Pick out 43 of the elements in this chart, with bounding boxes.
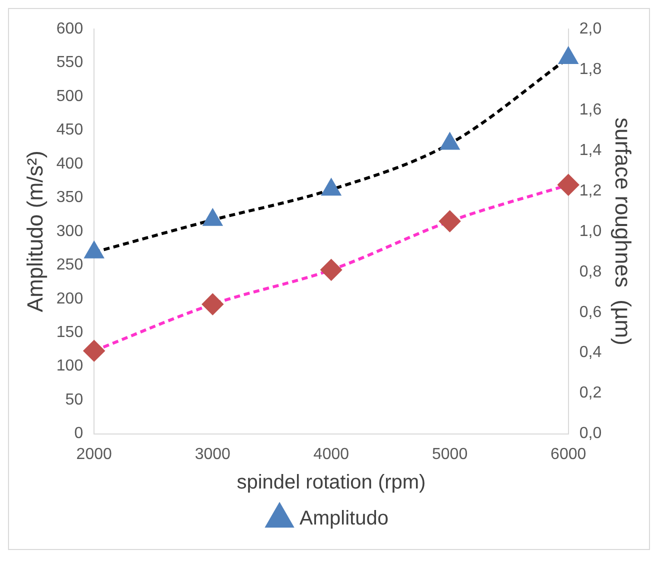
y-tick-label: 400 bbox=[56, 155, 84, 172]
point bbox=[440, 133, 460, 150]
y-tick-label: 500 bbox=[56, 88, 84, 105]
y2-tick-label: 1,0 bbox=[579, 222, 602, 240]
y-tick-label: 550 bbox=[56, 54, 84, 72]
y2-tick-label: 1,6 bbox=[579, 101, 602, 118]
y2-tick-label: 0,8 bbox=[579, 263, 602, 280]
y2-tick-label: 0,4 bbox=[579, 344, 602, 362]
y2-tick-label: 0,6 bbox=[579, 304, 602, 321]
point bbox=[202, 294, 224, 315]
y2-tick-label: 2,0 bbox=[579, 20, 602, 38]
point bbox=[203, 209, 222, 226]
x-tick-label: 3000 bbox=[194, 446, 231, 463]
x-tick-label: 6000 bbox=[550, 446, 586, 463]
y-tick-label: 450 bbox=[56, 122, 84, 139]
y-tick-label: 150 bbox=[56, 324, 84, 342]
y2-tick-label: 1,4 bbox=[579, 142, 602, 159]
y2-tick-label: 0,0 bbox=[579, 425, 602, 442]
y2-axis-title: surface roughnes (µm) bbox=[610, 117, 636, 346]
point bbox=[558, 174, 579, 196]
x-tick-label: 2000 bbox=[76, 446, 112, 463]
y-tick-label: 200 bbox=[56, 290, 84, 308]
y-axis-title: Amplitudo (m/s²) bbox=[22, 150, 48, 312]
legend-label: Amplitudo bbox=[300, 508, 388, 530]
y-tick-label: 50 bbox=[65, 391, 84, 408]
point bbox=[84, 242, 104, 258]
y-tick-label: 0 bbox=[74, 425, 84, 442]
point bbox=[84, 340, 105, 362]
point bbox=[322, 179, 341, 196]
point bbox=[559, 48, 578, 64]
point bbox=[439, 210, 460, 232]
y2-tick-label: 0,2 bbox=[579, 384, 602, 402]
x-axis-title: spindel rotation (rpm) bbox=[236, 472, 426, 494]
y-tick-label: 250 bbox=[56, 256, 84, 274]
point bbox=[320, 259, 342, 280]
y-tick-label: 300 bbox=[56, 222, 84, 240]
y-tick-label: 350 bbox=[56, 189, 84, 206]
y-tick-label: 100 bbox=[56, 358, 84, 375]
y2-tick-label: 1,2 bbox=[579, 182, 602, 200]
x-tick-label: 5000 bbox=[432, 446, 468, 463]
x-tick-label: 4000 bbox=[313, 446, 350, 463]
y2-tick-label: 1,8 bbox=[579, 60, 602, 78]
y-tick-label: 600 bbox=[56, 20, 84, 38]
